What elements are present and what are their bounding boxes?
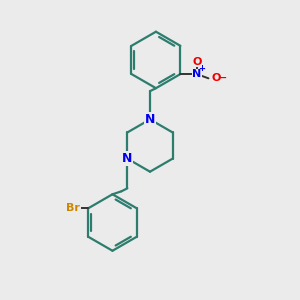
Text: O: O bbox=[211, 73, 220, 83]
Text: N: N bbox=[192, 69, 201, 79]
Text: N: N bbox=[145, 113, 155, 126]
Text: N: N bbox=[122, 152, 133, 165]
Text: −: − bbox=[219, 73, 227, 83]
Text: +: + bbox=[198, 64, 205, 73]
Text: O: O bbox=[192, 57, 201, 67]
Text: Br: Br bbox=[66, 203, 80, 213]
